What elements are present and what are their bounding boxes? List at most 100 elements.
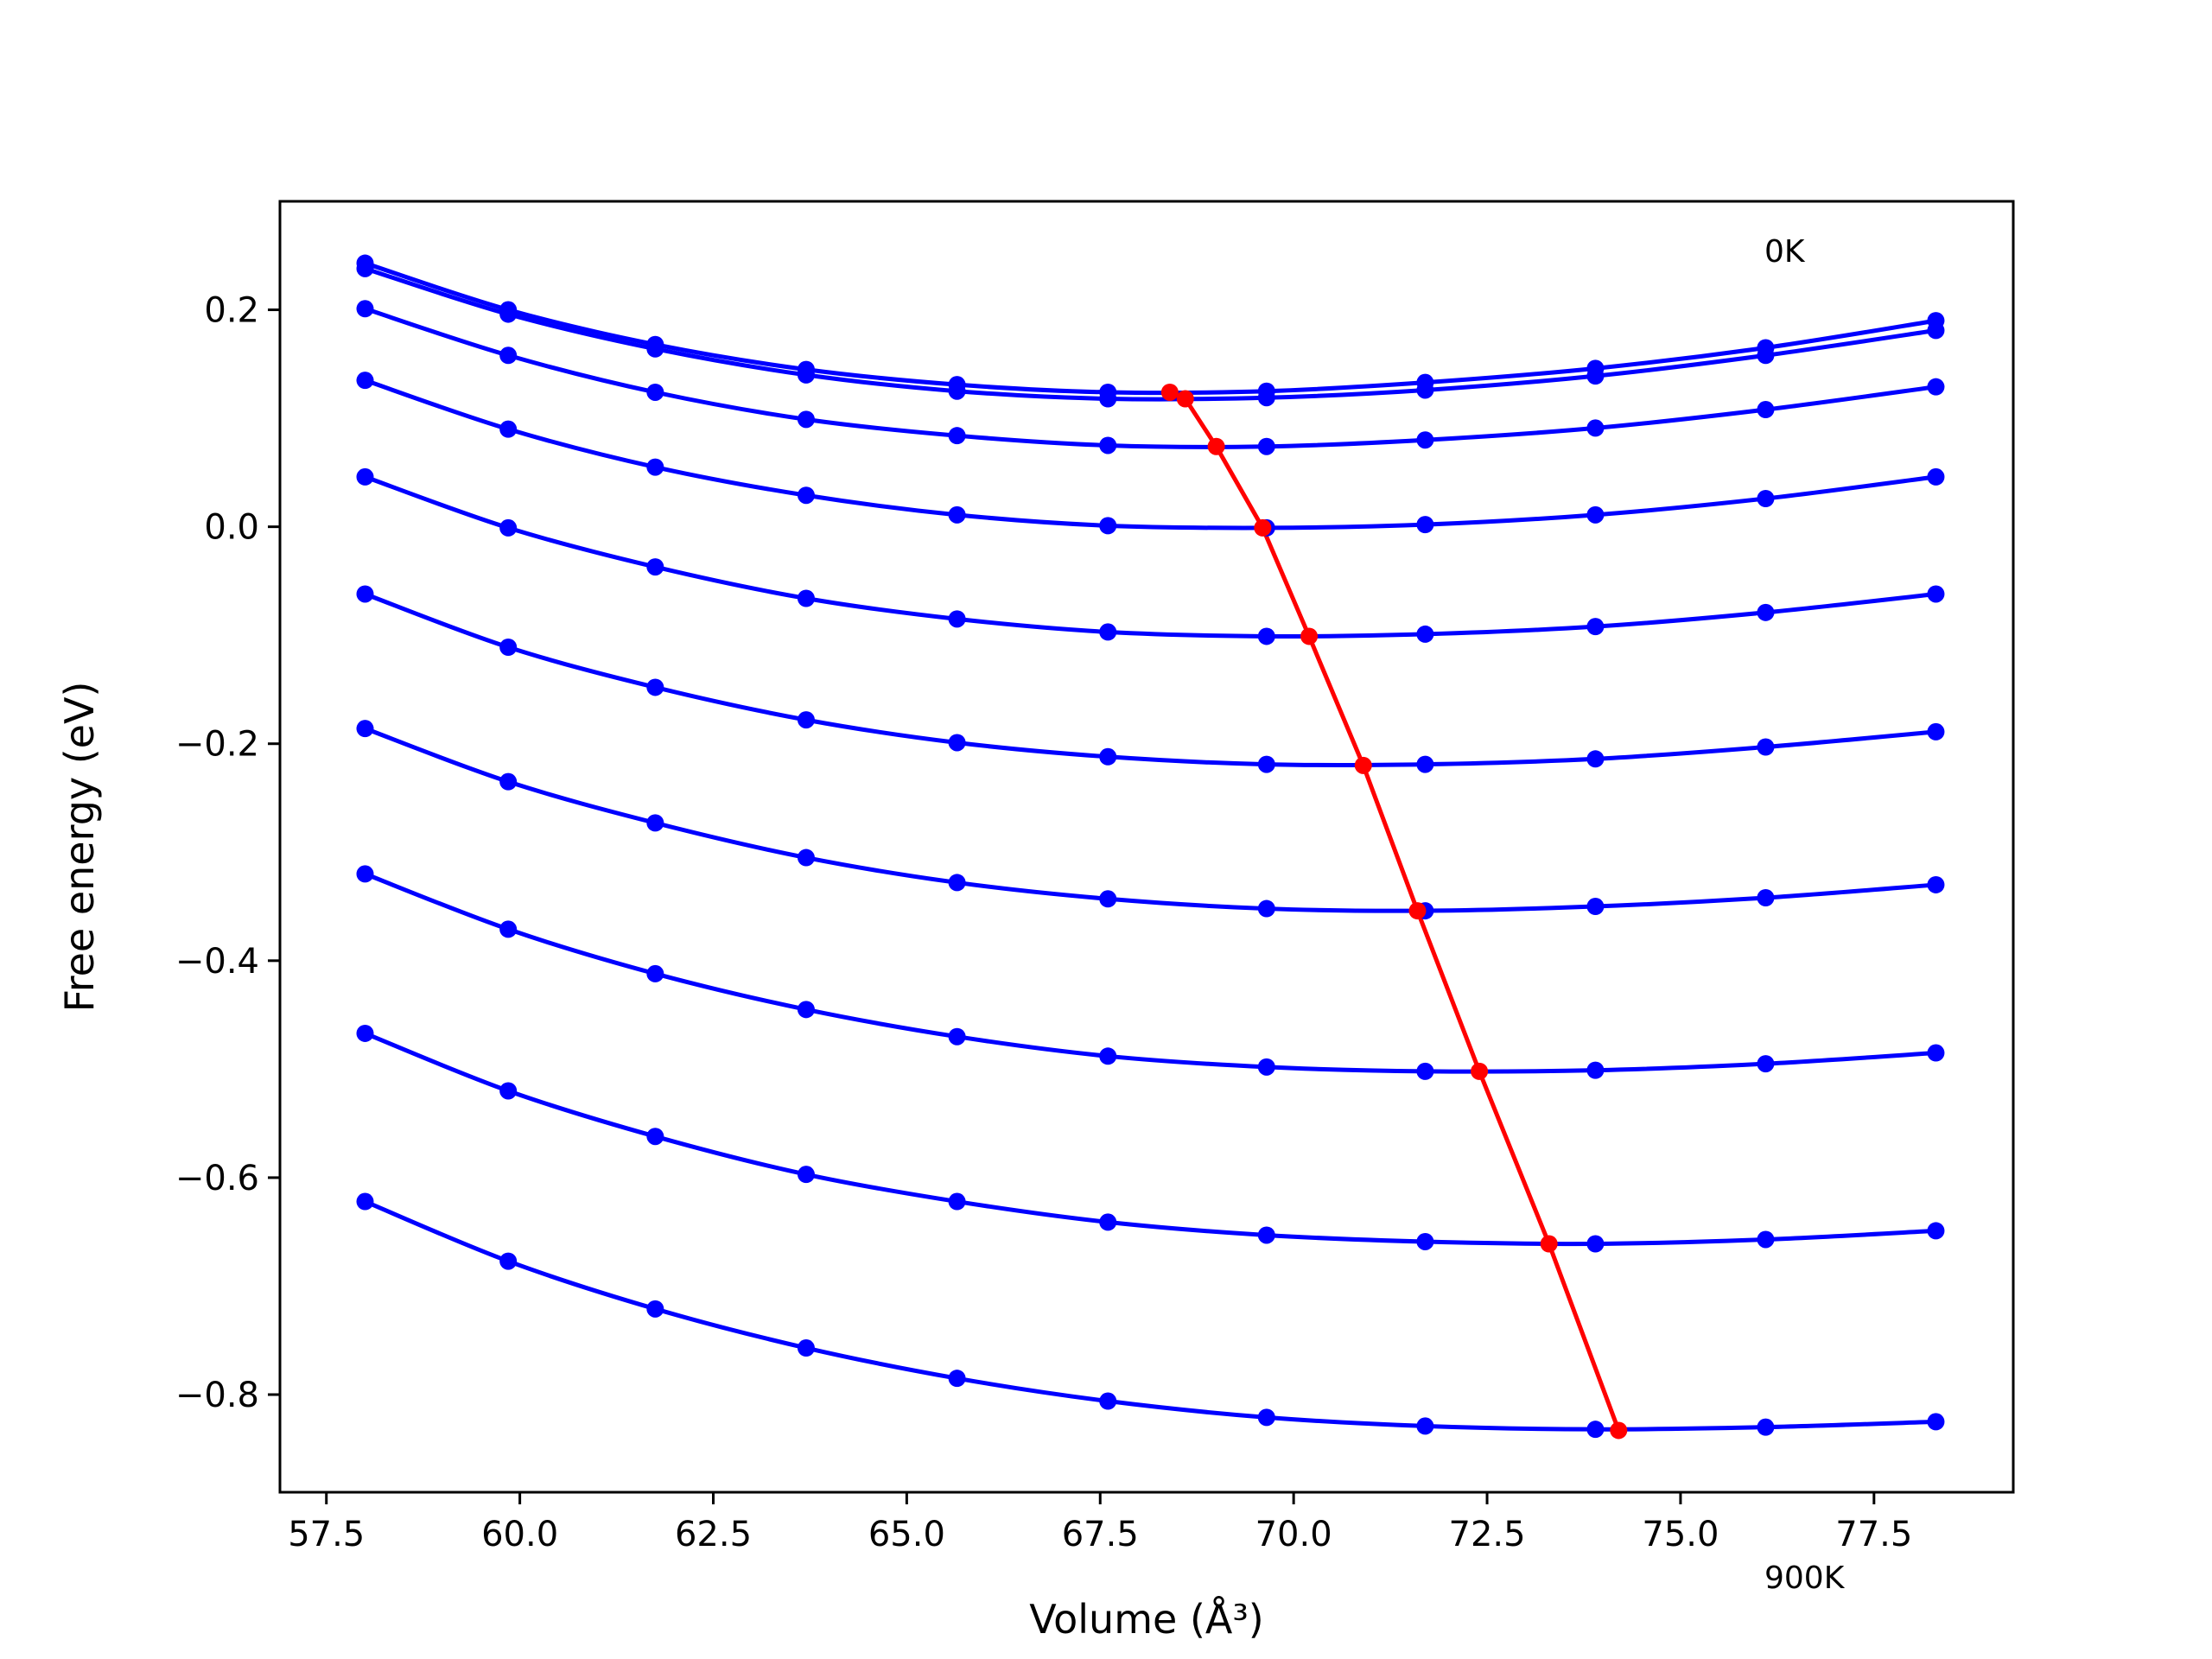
series-7-point-6 — [1257, 1058, 1275, 1076]
series-line-2 — [364, 306, 1936, 449]
series-9-point-3 — [797, 1339, 815, 1357]
series-4-point-7 — [1416, 625, 1434, 643]
series-6-point-10 — [1927, 875, 1945, 893]
series-3-point-7 — [1416, 516, 1434, 534]
series-9-point-10 — [1927, 1413, 1945, 1431]
series-2-point-4 — [948, 427, 966, 445]
series-4-point-6 — [1257, 627, 1275, 645]
y-tick-label-2: −0.4 — [175, 942, 259, 982]
series-7-point-10 — [1927, 1044, 1945, 1062]
series-5-point-9 — [1757, 738, 1775, 756]
series-6-point-0 — [356, 720, 374, 738]
series-4-point-8 — [1586, 618, 1605, 636]
series-3-point-0 — [356, 372, 374, 390]
series-5-point-5 — [1099, 747, 1117, 766]
annotation-900k: 900K — [1764, 1560, 1846, 1596]
minimum-point-9 — [1610, 1421, 1628, 1440]
minimum-point-2 — [1207, 437, 1225, 455]
y-tick-label-0: −0.8 — [175, 1376, 259, 1415]
series-6-point-5 — [1099, 890, 1117, 908]
series-7-point-7 — [1416, 1062, 1434, 1080]
series-4-point-2 — [646, 558, 664, 576]
series-line-0 — [364, 261, 1936, 396]
series-1-point-9 — [1757, 346, 1775, 365]
minimum-point-5 — [1354, 756, 1372, 774]
series-2-point-2 — [646, 383, 664, 401]
series-1-point-3 — [797, 365, 815, 384]
series-5-point-4 — [948, 734, 966, 752]
series-7-point-5 — [1099, 1047, 1117, 1065]
series-5-point-8 — [1586, 750, 1605, 768]
minimum-point-1 — [1176, 390, 1194, 408]
y-tick-label-4: 0.0 — [204, 508, 259, 548]
y-axis-ticks: −0.8 −0.6 −0.4 −0.2 0.0 0.2 — [175, 291, 280, 1415]
annotation-0k: 0K — [1764, 234, 1806, 270]
x-tick-label-7: 75.0 — [1642, 1515, 1719, 1554]
series-4-point-10 — [1927, 585, 1945, 603]
series-1-point-2 — [646, 340, 664, 358]
series-6-point-4 — [948, 874, 966, 892]
minimum-point-3 — [1254, 518, 1272, 537]
series-8-point-7 — [1416, 1232, 1434, 1250]
series-1-point-8 — [1586, 367, 1605, 385]
series-9-point-2 — [646, 1300, 664, 1318]
y-tick-label-5: 0.2 — [204, 291, 259, 331]
series-6-point-9 — [1757, 889, 1775, 907]
series-2-point-1 — [499, 346, 518, 365]
series-1-point-10 — [1927, 321, 1945, 340]
series-3-point-10 — [1927, 467, 1945, 486]
series-9-point-9 — [1757, 1418, 1775, 1436]
y-axis-title: Free energy (eV) — [56, 682, 103, 1013]
series-7-point-1 — [499, 920, 518, 938]
minimum-volume-line — [1168, 390, 1621, 1432]
series-1-point-1 — [499, 305, 518, 323]
series-7-point-3 — [797, 1001, 815, 1019]
series-7-point-8 — [1586, 1061, 1605, 1079]
minimum-point-0 — [1160, 383, 1179, 401]
series-2-point-5 — [1099, 436, 1117, 454]
minimum-point-7 — [1471, 1062, 1489, 1080]
series-5-point-0 — [356, 585, 374, 603]
series-1-point-4 — [948, 382, 966, 400]
series-8-point-10 — [1927, 1222, 1945, 1240]
series-7-point-9 — [1757, 1055, 1775, 1073]
series-9-point-4 — [948, 1370, 966, 1388]
series-3-point-9 — [1757, 489, 1775, 507]
series-5-point-1 — [499, 638, 518, 656]
x-tick-label-0: 57.5 — [288, 1515, 365, 1554]
series-4-point-3 — [797, 589, 815, 607]
series-3-point-1 — [499, 420, 518, 438]
series-6-point-2 — [646, 814, 664, 832]
series-2-point-8 — [1586, 419, 1605, 437]
series-9-point-8 — [1586, 1421, 1605, 1439]
series-line-6 — [364, 726, 1936, 913]
series-8-point-8 — [1586, 1235, 1605, 1253]
series-4-point-9 — [1757, 603, 1775, 621]
x-axis-title: Volume (Å³) — [1029, 1596, 1264, 1643]
series-line-9 — [364, 1199, 1936, 1432]
series-8-point-5 — [1099, 1213, 1117, 1231]
series-9-point-1 — [499, 1252, 518, 1270]
series-1-point-7 — [1416, 381, 1434, 399]
plot-lines — [364, 261, 1936, 1432]
series-9-point-5 — [1099, 1392, 1117, 1410]
series-8-point-0 — [356, 1024, 374, 1042]
series-3-point-8 — [1586, 505, 1605, 524]
series-3-point-2 — [646, 458, 664, 476]
series-4-point-5 — [1099, 623, 1117, 641]
series-line-3 — [364, 378, 1936, 531]
x-tick-label-2: 62.5 — [675, 1515, 752, 1554]
series-5-point-2 — [646, 678, 664, 696]
x-axis-ticks: 57.5 60.0 62.5 65.0 67.5 70.0 72.5 75.0 77.5 — [288, 1492, 1912, 1554]
series-7-point-2 — [646, 964, 664, 982]
series-6-point-8 — [1586, 898, 1605, 916]
series-8-point-3 — [797, 1166, 815, 1184]
series-4-point-4 — [948, 610, 966, 628]
y-tick-label-3: −0.2 — [175, 725, 259, 765]
series-2-point-10 — [1927, 378, 1945, 396]
series-9-point-0 — [356, 1192, 374, 1211]
x-tick-label-1: 60.0 — [481, 1515, 558, 1554]
series-4-point-1 — [499, 518, 518, 537]
series-2-point-3 — [797, 410, 815, 429]
